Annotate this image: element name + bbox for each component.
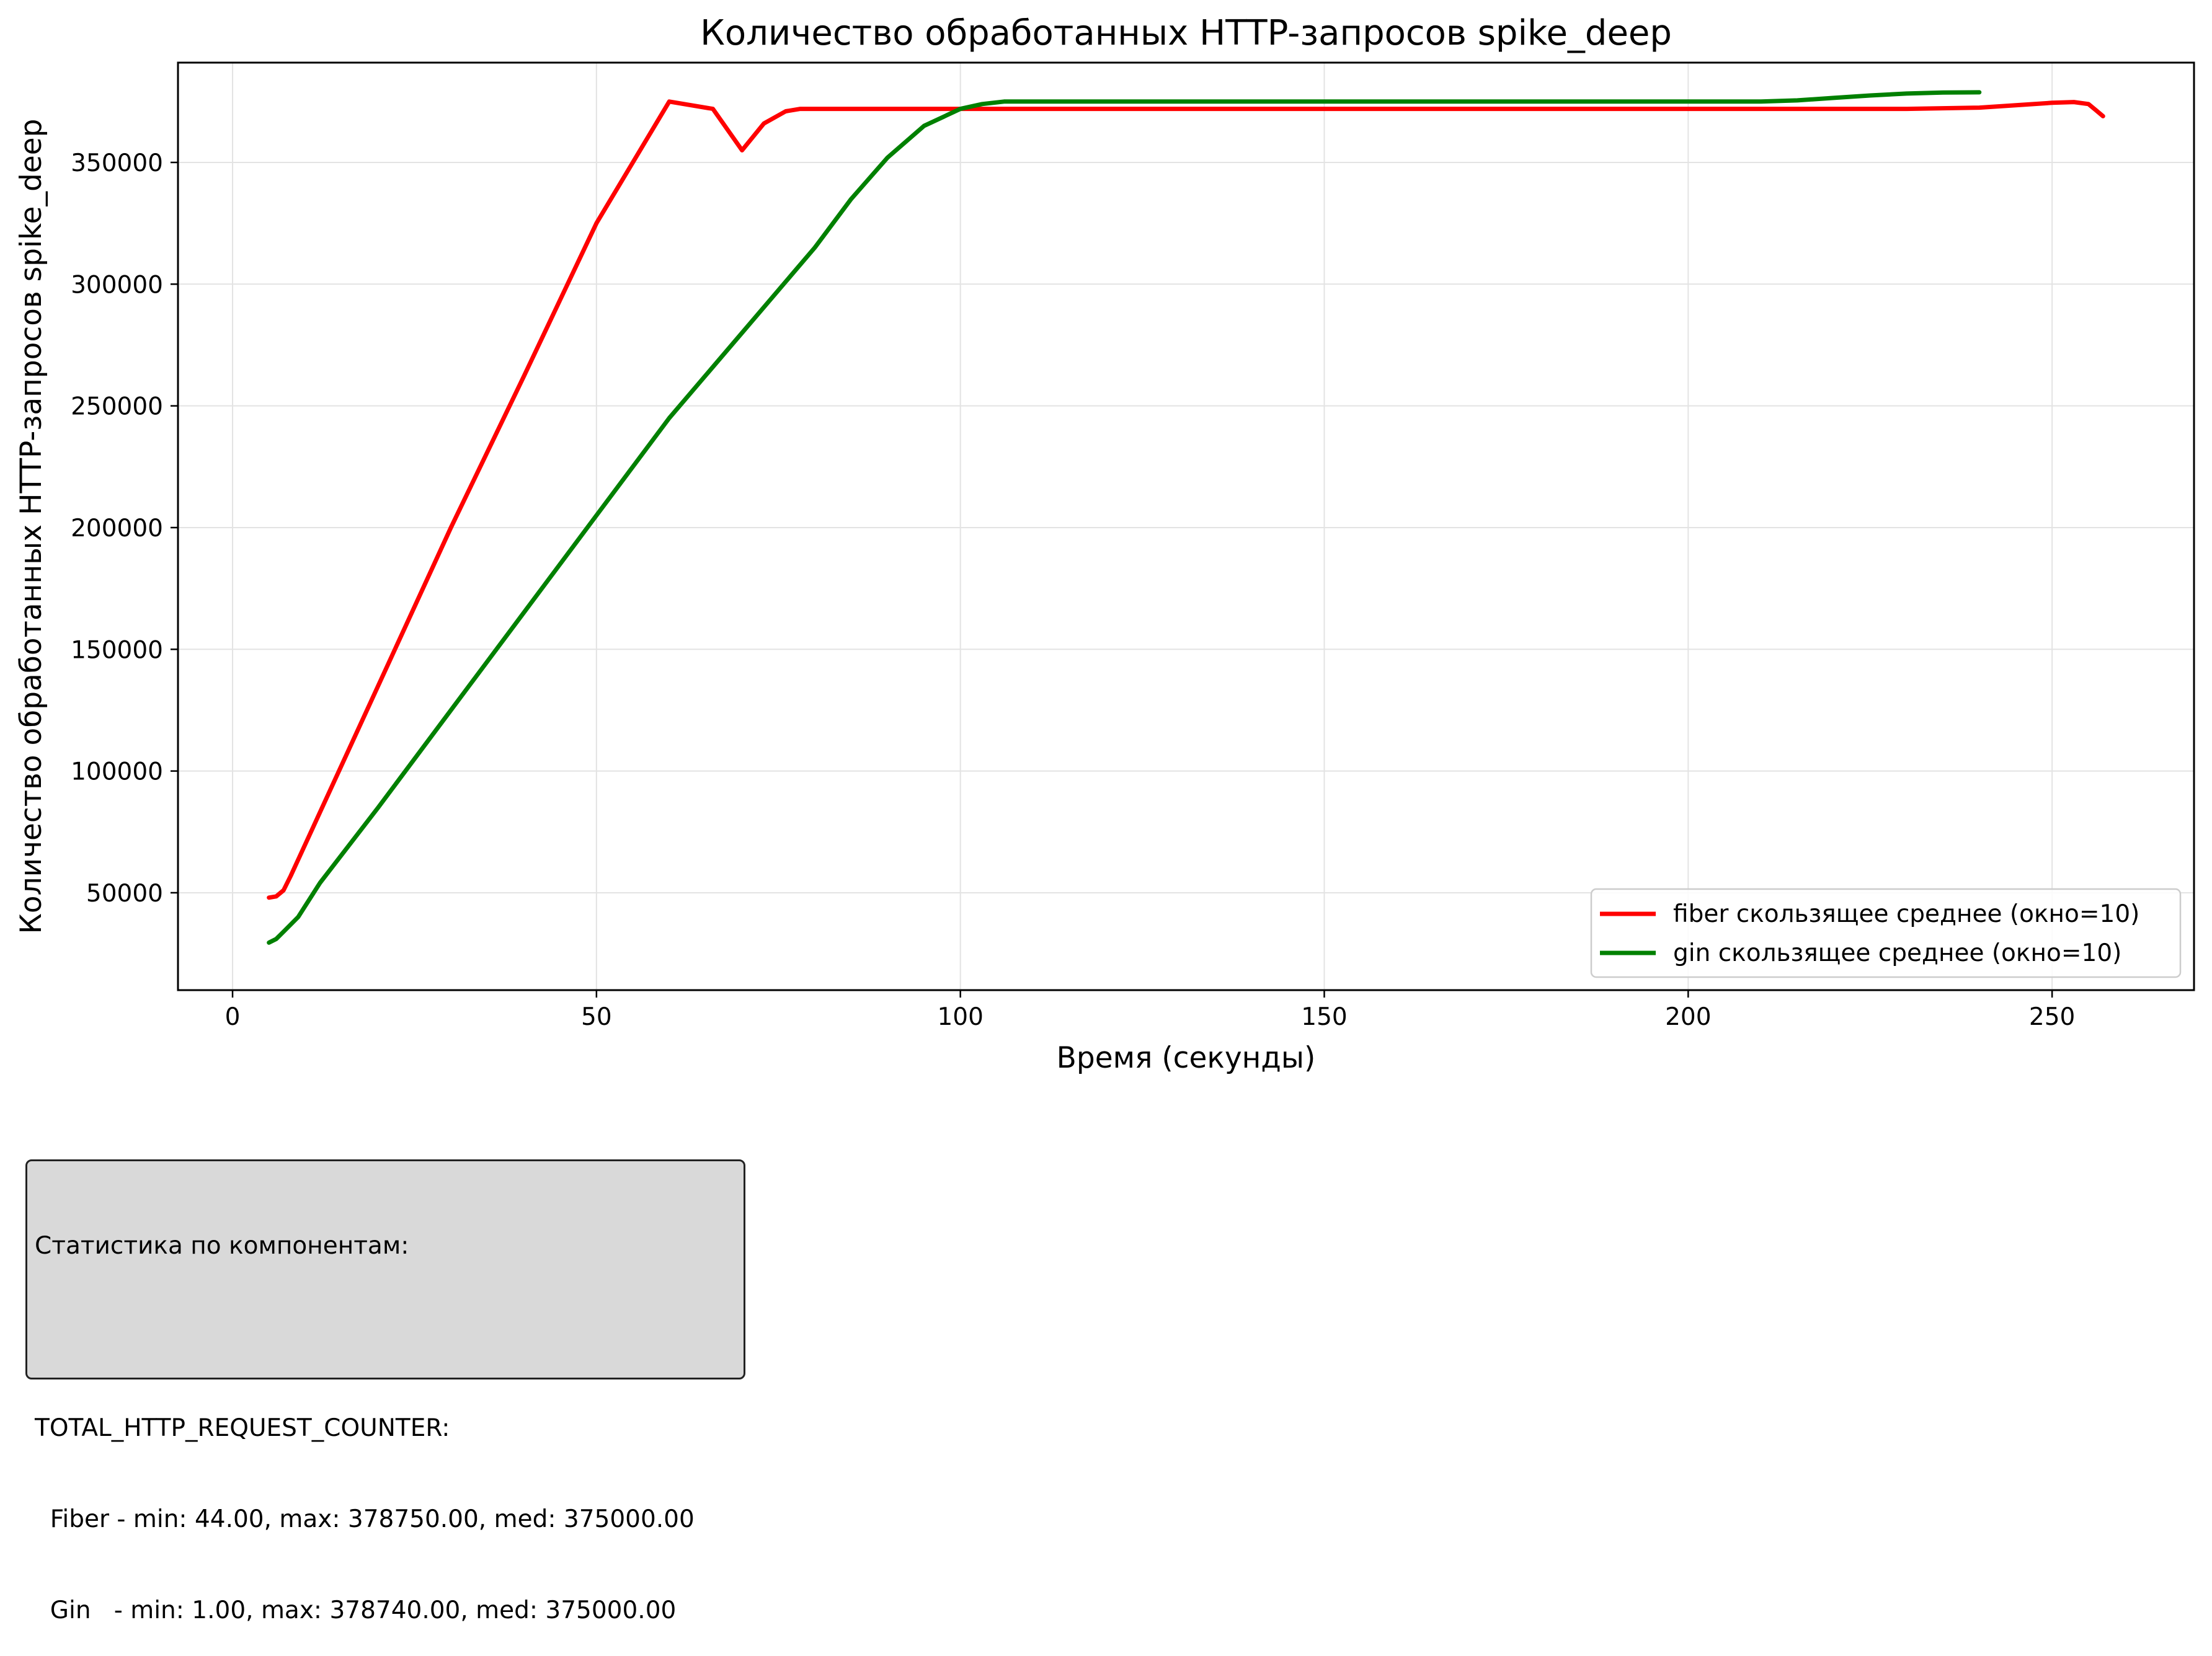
- stats-header: Статистика по компонентам:: [35, 1232, 409, 1260]
- series-line-0: [267, 99, 2105, 900]
- x-axis-label: Время (секунды): [1057, 1041, 1316, 1075]
- y-tick-label: 350000: [71, 149, 163, 177]
- y-axis-label: Количество обработанных HTTP-запросов sp…: [14, 118, 48, 934]
- x-tick-label: 150: [1301, 1003, 1347, 1031]
- x-tick-label: 100: [937, 1003, 983, 1031]
- legend-label-1: gin скользящее среднее (окно=10): [1673, 939, 2121, 967]
- y-tick-label: 250000: [71, 393, 163, 421]
- stats-counter-name: TOTAL_HTTP_REQUEST_COUNTER:: [35, 1414, 450, 1442]
- chart: 0 50 100 150 200 250 50000 100000 150000 200000 25…: [14, 13, 2195, 1075]
- y-tick-label: 300000: [71, 271, 163, 299]
- stats-gin-line: Gin - min: 1.00, max: 378740.00, med: 37…: [35, 1596, 677, 1624]
- legend-label-0: fiber скользящее среднее (окно=10): [1673, 900, 2139, 928]
- series-line-1: [267, 90, 1982, 945]
- x-tick-label: 250: [2029, 1003, 2075, 1031]
- stats-fiber-line: Fiber - min: 44.00, max: 378750.00, med:…: [35, 1505, 695, 1533]
- y-tick-label: 100000: [71, 758, 163, 786]
- y-tick-label: 50000: [86, 880, 163, 908]
- y-tick-label: 200000: [71, 515, 163, 542]
- x-tick-label: 200: [1665, 1003, 1711, 1031]
- chart-title: Количество обработанных HTTP-запросов sp…: [700, 13, 1672, 53]
- y-tick-label: 150000: [71, 636, 163, 664]
- statistics-panel: Статистика по компонентам: TOTAL_HTTP_RE…: [25, 1159, 745, 1624]
- x-tick-label: 50: [581, 1003, 612, 1031]
- stats-blank-line: [35, 1322, 736, 1352]
- plot-frame: [177, 61, 2195, 991]
- legend-box: [1590, 888, 2182, 978]
- x-tick-label: 0: [225, 1003, 241, 1031]
